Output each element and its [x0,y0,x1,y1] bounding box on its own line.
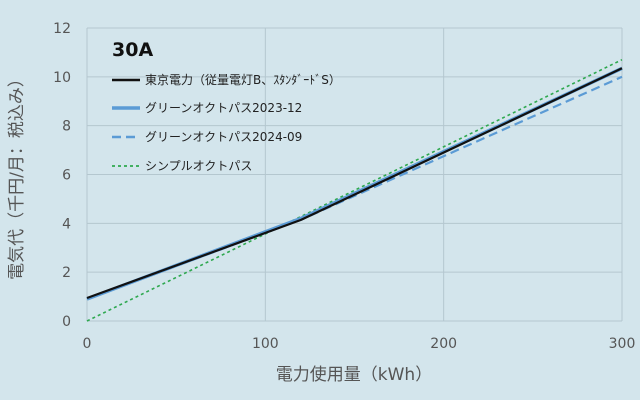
legend-label-3: シンプルオクトパス [145,159,252,173]
x-tick-label-0: 0 [83,336,92,352]
chart-title: 30A [112,39,153,61]
y-tick-label-4: 8 [62,119,71,135]
x-tick-label-2: 200 [430,336,457,352]
x-tick-label-1: 100 [252,336,279,352]
y-axis-label: 電気代（千円/月：税込み） [7,70,27,280]
legend: 東京電力（従量電灯B、ｽﾀﾝﾀﾞｰﾄﾞS） グリーンオクトパス2023-12 グ… [112,73,341,173]
y-tick-label-3: 6 [62,168,71,184]
y-tick-label-5: 10 [53,70,71,86]
series-line-0 [86,67,623,300]
y-tick-label-6: 12 [53,21,71,37]
grid [86,27,623,322]
x-axis-label: 電力使用量（kWh） [276,364,432,385]
series-lines [86,58,623,322]
x-tick-label-3: 300 [609,336,636,352]
y-tick-label-2: 4 [62,216,71,232]
legend-label-2: グリーンオクトパス2024-09 [145,130,302,144]
legend-label-0: 東京電力（従量電灯B、ｽﾀﾝﾀﾞｰﾄﾞS） [145,73,341,87]
tick-labels: 0 2 4 6 8 10 12 0 100 200 300 [53,21,635,352]
y-tick-label-1: 2 [62,265,71,281]
y-tick-label-0: 0 [62,314,71,330]
legend-label-1: グリーンオクトパス2023-12 [145,101,302,115]
